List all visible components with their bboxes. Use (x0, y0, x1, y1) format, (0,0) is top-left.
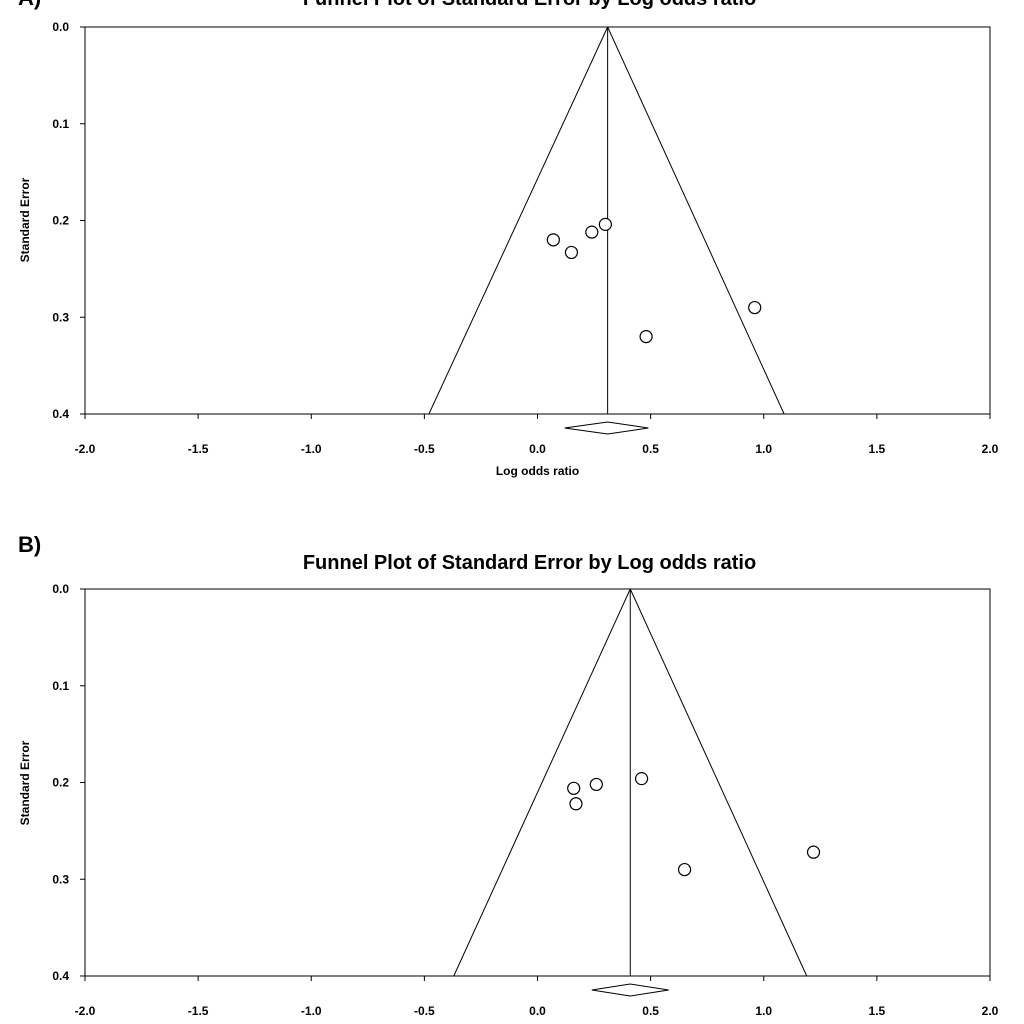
plot-area-frame (84, 588, 991, 977)
y-tick-label: 0.1 (52, 679, 69, 693)
y-axis-label: Standard Error (18, 177, 32, 262)
panel-label: B) (18, 532, 41, 557)
x-tick-label: 0.0 (529, 1004, 546, 1018)
y-tick-label: 0.4 (52, 969, 69, 983)
summary-diamond (564, 421, 649, 435)
x-tick-label: 2.0 (982, 1004, 999, 1018)
y-tick-label: 0.3 (52, 872, 69, 886)
x-tick-label: 1.0 (755, 442, 772, 456)
x-tick-label: -2.0 (75, 1004, 96, 1018)
study-point (677, 862, 692, 877)
study-point (569, 797, 583, 811)
x-tick-label: 0.0 (529, 442, 546, 456)
chart-title: Funnel Plot of Standard Error by Log odd… (303, 0, 756, 10)
study-point (567, 781, 581, 795)
x-tick-label: 1.5 (869, 442, 886, 456)
study-point (564, 245, 579, 260)
x-tick-label: -0.5 (414, 1004, 435, 1018)
chart-title: Funnel Plot of Standard Error by Log odd… (303, 552, 756, 574)
x-tick-label: -1.0 (301, 442, 322, 456)
y-tick-label: 0.1 (52, 117, 69, 131)
study-point (546, 233, 560, 247)
study-point (589, 777, 603, 792)
funnel-right-line (607, 26, 785, 415)
x-tick-label: -1.0 (301, 1004, 322, 1018)
x-tick-label: 1.5 (869, 1004, 886, 1018)
y-tick-label: 0.4 (52, 407, 69, 421)
x-tick-label: -1.5 (188, 1004, 209, 1018)
study-point (585, 225, 599, 239)
study-point (598, 217, 612, 231)
summary-diamond (591, 983, 669, 997)
funnel-plot-panel-b: B) Funnel Plot of Standard Error by Log o… (18, 532, 999, 1018)
funnel-left-line (453, 588, 631, 977)
x-tick-label: 1.0 (755, 1004, 772, 1018)
y-tick-label: 0.2 (52, 776, 69, 790)
x-tick-label: -0.5 (414, 442, 435, 456)
study-point (639, 330, 653, 344)
study-point (748, 300, 762, 315)
panel-label: A) (18, 0, 41, 10)
study-point (634, 772, 649, 786)
y-axis-label: Standard Error (18, 740, 32, 825)
x-tick-label: -1.5 (188, 442, 209, 456)
funnel-plot-panel-a: A) Funnel Plot of Standard Error by Log o… (18, 0, 999, 478)
x-tick-label: -2.0 (75, 442, 96, 456)
study-point (806, 845, 821, 859)
plot-area-frame (84, 26, 991, 415)
funnel-left-line (428, 26, 609, 415)
funnel-right-line (629, 588, 808, 977)
x-axis-label: Log odds ratio (496, 464, 579, 478)
y-tick-label: 0.0 (52, 20, 69, 34)
x-tick-label: 2.0 (982, 442, 999, 456)
y-tick-label: 0.0 (52, 582, 69, 596)
x-tick-label: 0.5 (642, 1004, 659, 1018)
x-tick-label: 0.5 (642, 442, 659, 456)
y-tick-label: 0.2 (52, 214, 69, 228)
y-tick-label: 0.3 (52, 310, 69, 324)
